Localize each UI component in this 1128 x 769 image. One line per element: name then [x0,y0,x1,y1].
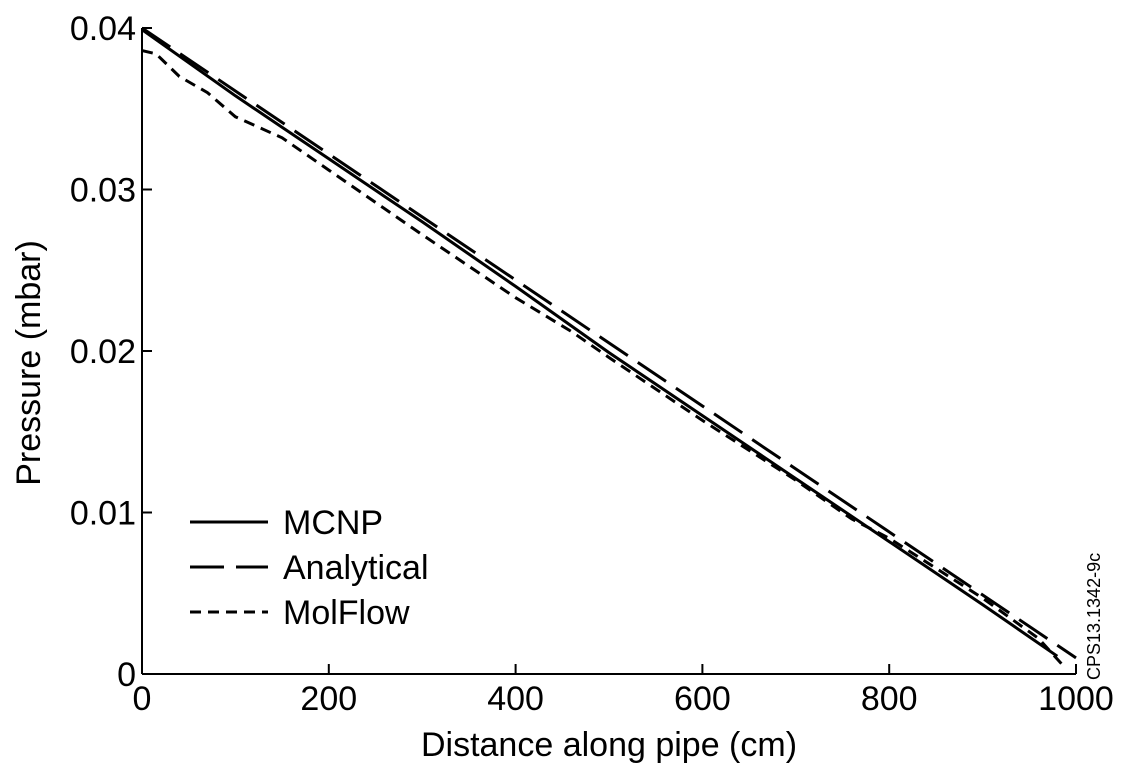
legend-label-molflow: MolFlow [283,594,410,632]
y-tick-label: 0.04 [70,10,136,48]
x-tick-label: 400 [487,680,544,718]
legend: MCNP Analytical MolFlow [190,504,429,632]
series-line-molflow [141,49,1064,666]
legend-label-mcnp: MCNP [283,504,383,542]
x-tick-label: 800 [861,680,918,718]
series-line-analytical [141,26,1077,660]
series-layer [141,26,1077,666]
x-tick-label: 600 [674,680,731,718]
x-tick-label: 1000 [1038,680,1114,718]
series-line-mcnp [141,28,1059,658]
y-tick-label: 0.03 [70,172,136,210]
y-tick-label: 0.01 [70,495,136,533]
y-tick-label: 0.02 [70,333,136,371]
y-tick-label: 0 [117,656,136,694]
x-axis-title: Distance along pipe (cm) [421,726,797,764]
ticks: 0 200 400 600 800 1000 0 0.01 0.02 0.03 0.04 [70,10,1114,718]
x-tick-label: 0 [133,680,152,718]
legend-label-analytical: Analytical [283,549,429,587]
y-axis-title: Pressure (mbar) [10,240,48,486]
figure-code-label: CPS13.1342-9c [1084,553,1104,680]
x-tick-label: 200 [300,680,357,718]
